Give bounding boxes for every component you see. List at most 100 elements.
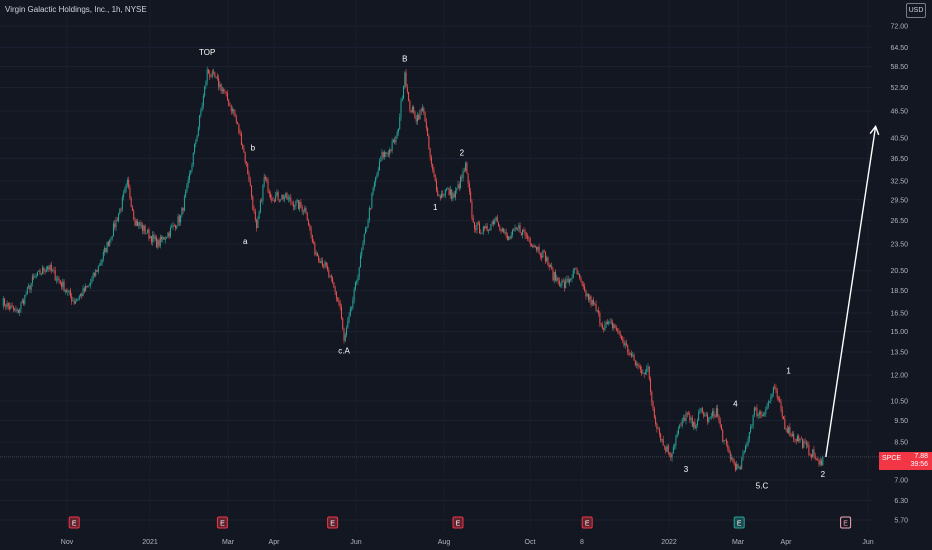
candle-body — [26, 287, 28, 295]
candle-body — [491, 221, 493, 225]
earnings-marker[interactable]: E — [68, 516, 80, 529]
candle — [466, 161, 468, 174]
candle-body — [371, 193, 373, 209]
candle-body — [784, 418, 786, 430]
earnings-marker[interactable]: E — [327, 516, 339, 529]
candle — [479, 220, 481, 235]
candle — [756, 404, 758, 418]
candle-body — [234, 113, 236, 118]
candle — [758, 410, 760, 419]
candle — [138, 222, 140, 229]
candle-body — [292, 202, 294, 207]
candle-body — [634, 360, 636, 365]
candle — [762, 411, 764, 417]
candle-body — [242, 145, 244, 149]
candle — [66, 288, 68, 293]
candle — [498, 221, 500, 227]
candle-body — [638, 365, 640, 368]
candle — [586, 292, 588, 297]
candle — [598, 306, 600, 317]
candlestick-series — [2, 66, 824, 472]
candle-body — [548, 264, 550, 268]
earnings-marker[interactable]: E — [840, 516, 852, 529]
candle-body — [300, 202, 302, 207]
candle — [647, 363, 649, 373]
candle-body — [150, 236, 152, 243]
candle-body — [29, 285, 31, 290]
x-tick-label: Nov — [61, 539, 74, 546]
candle-body — [9, 305, 11, 309]
wave-label: 2 — [460, 149, 465, 158]
candle — [344, 332, 346, 343]
candle — [681, 417, 683, 429]
candle-body — [206, 69, 208, 82]
candle — [144, 224, 146, 235]
candle — [752, 414, 754, 430]
candle-body — [593, 300, 595, 304]
candle-body — [233, 109, 235, 114]
candle — [38, 270, 40, 272]
candle — [452, 191, 454, 202]
candle — [367, 218, 369, 228]
currency-button[interactable]: USD — [906, 3, 926, 18]
candle — [529, 236, 531, 248]
candle — [211, 69, 213, 79]
candle-body — [415, 118, 417, 122]
candle-body — [556, 277, 558, 281]
candle — [28, 283, 30, 289]
candle-body — [295, 200, 297, 206]
candle-body — [479, 223, 481, 234]
candle-body — [499, 226, 501, 230]
candle-body — [590, 296, 592, 305]
candle-body — [615, 327, 617, 331]
candle — [34, 273, 36, 279]
candle — [766, 403, 768, 411]
candle-body — [396, 132, 398, 137]
candle-body — [739, 467, 741, 469]
candle-body — [243, 148, 245, 153]
y-tick-label: 36.50 — [890, 156, 908, 163]
earnings-marker[interactable]: E — [733, 516, 745, 529]
candle — [703, 411, 705, 419]
candle-body — [489, 230, 491, 231]
candle — [206, 66, 208, 86]
earnings-marker[interactable]: E — [452, 516, 464, 529]
candle-body — [442, 193, 444, 196]
candle — [348, 312, 350, 324]
candle-body — [675, 437, 677, 446]
earnings-marker[interactable]: E — [581, 516, 593, 529]
candle-body — [81, 293, 83, 297]
candle-body — [656, 423, 658, 429]
candle — [618, 328, 620, 335]
candle — [696, 418, 698, 428]
candle-body — [662, 439, 664, 446]
candle-body — [5, 305, 7, 308]
candle-body — [523, 229, 525, 233]
candle-body — [128, 180, 130, 188]
wave-label: 1 — [786, 366, 791, 375]
candle-body — [468, 183, 470, 192]
candle — [323, 263, 325, 269]
candle — [487, 229, 489, 235]
candle — [395, 135, 397, 145]
candle-body — [682, 418, 684, 420]
candle — [700, 407, 702, 414]
price-axis: 72.00 64.50 58.50 52.50 46.50 40.50 36.50 32.50… — [890, 24, 908, 525]
candle-body — [454, 190, 456, 198]
earnings-marker[interactable]: E — [216, 516, 228, 529]
candle — [399, 113, 401, 131]
candle-body — [185, 191, 187, 197]
candle-body — [406, 87, 408, 92]
candle-body — [14, 309, 16, 310]
candle — [105, 247, 107, 254]
candle — [499, 224, 501, 232]
candle-body — [319, 261, 321, 263]
candle-body — [301, 206, 303, 212]
candle-body — [210, 76, 212, 78]
candle — [299, 200, 301, 212]
candle — [283, 194, 285, 203]
candle — [266, 176, 268, 183]
candle-body — [562, 280, 564, 282]
candle — [639, 364, 641, 373]
